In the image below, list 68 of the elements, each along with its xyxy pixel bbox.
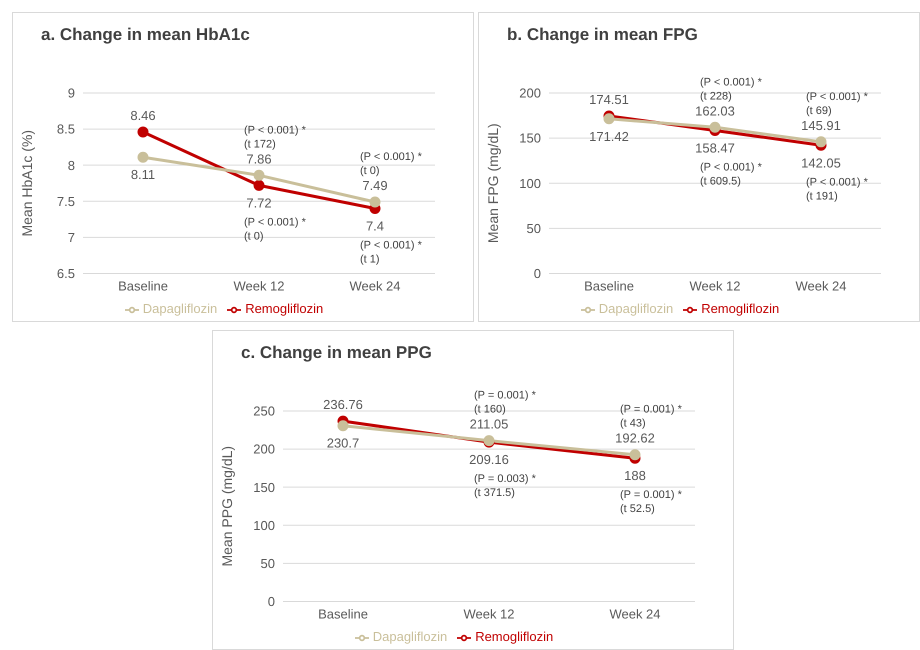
y-tick-label: 6.5 <box>56 266 75 282</box>
annotation: (P = 0.001) * (t 43) <box>620 404 683 430</box>
legend-label: Remogliflozin <box>701 301 780 316</box>
legend-label: Dapagliflozin <box>372 629 448 644</box>
x-tick-label: Week 24 <box>349 278 401 294</box>
data-label: 174.51 <box>589 92 629 107</box>
chart-title: a. Change in mean HbA1c <box>40 24 251 46</box>
y-tick-label: 150 <box>253 480 275 495</box>
annotation: (P < 0.001) * (t 609.5) <box>700 161 763 188</box>
legend-label: Remogliflozin <box>475 629 554 644</box>
y-tick-label: 250 <box>253 404 275 419</box>
annotation: (P < 0.001) * (t 172) <box>244 124 307 150</box>
legend-label: Remogliflozin <box>245 301 324 316</box>
data-label: 162.03 <box>695 103 735 118</box>
data-label: 211.05 <box>470 416 508 432</box>
x-tick-label: Baseline <box>318 606 368 622</box>
data-label: 7.72 <box>246 195 272 210</box>
data-label: 7.86 <box>246 151 272 166</box>
annotation: (P < 0.001) * (t 1) <box>360 239 423 266</box>
y-axis-title: Mean PPG (mg/dL) <box>218 446 235 567</box>
data-label: 8.46 <box>130 108 156 123</box>
y-tick-label: 50 <box>526 220 541 236</box>
y-tick-label: 7.5 <box>56 194 75 209</box>
data-label: 8.11 <box>130 167 156 182</box>
data-label: 7.4 <box>366 218 384 234</box>
legend-label: Dapagliflozin <box>142 301 218 316</box>
y-axis-title: Mean HbA1c (%) <box>18 130 35 237</box>
data-label: 236.76 <box>323 397 363 412</box>
annotation: (P = 0.001) * (t 52.5) <box>620 489 683 516</box>
x-tick-label: Week 24 <box>795 278 847 294</box>
y-tick-label: 150 <box>519 130 541 146</box>
x-tick-label: Week 12 <box>233 278 285 294</box>
y-tick-label: 200 <box>253 442 275 457</box>
y-tick-label: 0 <box>268 594 275 610</box>
data-label: 171.42 <box>589 128 629 144</box>
y-tick-label: 200 <box>519 86 541 101</box>
y-tick-label: 8.5 <box>56 122 75 137</box>
y-tick-label: 50 <box>260 556 275 571</box>
y-tick-label: 100 <box>253 518 275 533</box>
y-tick-label: 7 <box>68 230 75 245</box>
data-label: 209.16 <box>469 452 509 468</box>
annotation: (P < 0.001) * (t 69) <box>806 90 869 117</box>
data-label: 192.62 <box>615 430 655 446</box>
annotation: (P < 0.001) * (t 228) <box>700 76 763 102</box>
x-tick-label: Week 12 <box>689 278 741 294</box>
y-tick-label: 9 <box>68 86 75 101</box>
data-label: 230.7 <box>326 436 360 451</box>
y-tick-label: 100 <box>519 176 541 191</box>
data-label: 145.91 <box>801 118 841 133</box>
data-label: 142.05 <box>801 155 841 170</box>
chart-title: b. Change in mean FPG <box>506 24 699 46</box>
y-tick-label: 8 <box>68 158 75 173</box>
x-tick-label: Week 12 <box>463 606 515 622</box>
annotation: (P = 0.001) * (t 160) <box>474 390 537 416</box>
annotation: (P < 0.001) * (t 191) <box>806 176 869 202</box>
data-label: 7.49 <box>362 178 388 193</box>
legend-label: Dapagliflozin <box>598 301 674 316</box>
x-tick-label: Baseline <box>584 278 634 294</box>
annotation: (P < 0.001) * (t 0) <box>244 216 307 242</box>
y-axis-title: Mean FPG (mg/dL) <box>484 123 501 244</box>
x-tick-label: Week 24 <box>609 606 661 622</box>
chart-title: c. Change in mean PPG <box>240 342 433 364</box>
x-tick-label: Baseline <box>118 278 168 294</box>
data-label: 158.47 <box>695 140 735 156</box>
annotation: (P = 0.003) * (t 371.5) <box>474 473 537 500</box>
annotation: (P < 0.001) * (t 0) <box>360 150 423 177</box>
data-label: 188 <box>624 468 646 484</box>
y-tick-label: 0 <box>534 266 541 282</box>
